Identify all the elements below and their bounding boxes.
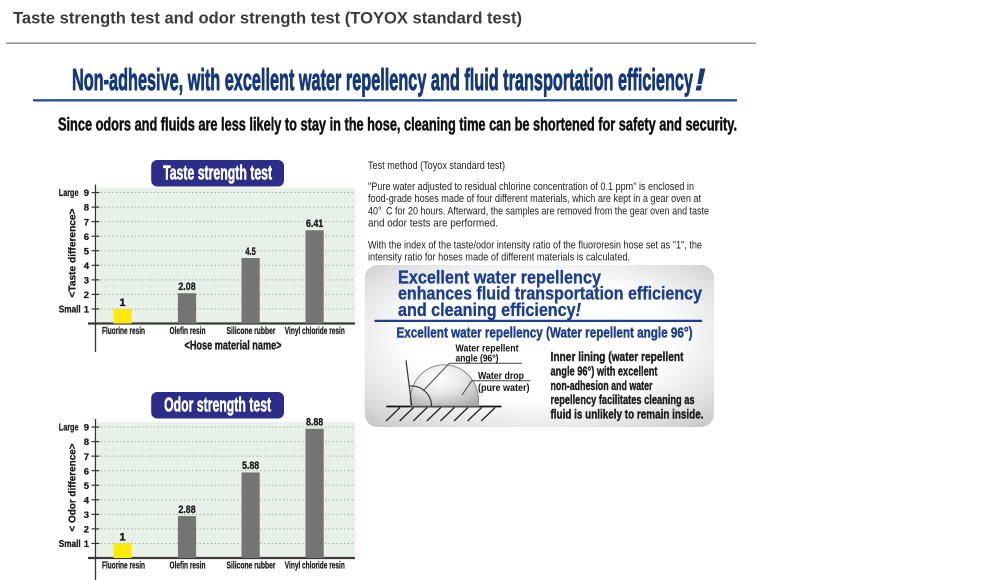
svg-text:2.08: 2.08 [178, 281, 195, 293]
svg-text:Inner lining (water repellent: Inner lining (water repellent [551, 349, 685, 364]
svg-text:2: 2 [84, 290, 89, 301]
svg-text:Excellent water repellency: Excellent water repellency [398, 266, 602, 287]
svg-text:non-adhesion and water: non-adhesion and water [551, 378, 653, 393]
svg-text:Taste strength test: Taste strength test [163, 163, 272, 185]
svg-text:3: 3 [84, 275, 89, 286]
svg-text:1: 1 [119, 531, 125, 543]
svg-text:4: 4 [84, 495, 90, 506]
svg-text:Test method (Toyox standard te: Test method (Toyox standard test) [368, 160, 505, 172]
svg-text:5.88: 5.88 [242, 460, 259, 472]
svg-text:2.88: 2.88 [178, 504, 195, 516]
svg-text:4: 4 [84, 261, 90, 272]
svg-text:1: 1 [84, 305, 90, 316]
svg-text:Non-adhesive, with excellent w: Non-adhesive, with excellent water repel… [72, 62, 693, 97]
svg-text:Small: Small [59, 304, 81, 315]
svg-text:5: 5 [84, 246, 90, 257]
svg-text:and odor tests are performed.: and odor tests are performed. [368, 218, 498, 230]
svg-text:With the index of the taste/od: With the index of the taste/odor intensi… [368, 239, 702, 251]
svg-text:Taste strength test and odor s: Taste strength test and odor strength te… [13, 9, 522, 28]
svg-text:4.5: 4.5 [245, 246, 255, 258]
svg-text:Silicone rubber: Silicone rubber [227, 326, 276, 337]
svg-text:fluid is unlikely to remain in: fluid is unlikely to remain inside. [551, 407, 704, 422]
svg-text:9: 9 [84, 188, 89, 199]
svg-text:intensity ratio for hoses made: intensity ratio for hoses made of differ… [368, 252, 630, 264]
svg-text:and cleaning efficiency!: and cleaning efficiency! [398, 299, 581, 320]
svg-text:8: 8 [84, 437, 89, 448]
svg-text:repellency facilitates cleanin: repellency facilitates cleaning as [551, 392, 695, 407]
svg-text:Fluorine resin: Fluorine resin [102, 326, 145, 337]
svg-text:angle (96°): angle (96°) [456, 353, 499, 365]
svg-text:9: 9 [84, 423, 89, 434]
svg-text:!: ! [695, 62, 705, 97]
svg-text:Silicone rubber: Silicone rubber [227, 561, 276, 572]
svg-text:Large: Large [59, 422, 79, 433]
svg-text:<Hose material name>: <Hose material name> [185, 339, 282, 353]
svg-text:1: 1 [84, 539, 90, 550]
svg-text:enhances fluid transportation: enhances fluid transportation efficiency [398, 283, 703, 304]
svg-text:8: 8 [84, 203, 89, 214]
svg-text:Olefin resin: Olefin resin [170, 326, 206, 337]
svg-text:8.88: 8.88 [306, 417, 323, 429]
svg-text:7: 7 [84, 217, 89, 228]
svg-text:Odor strength test: Odor strength test [164, 395, 271, 417]
svg-text:Excellent water repellency (Wa: Excellent water repellency (Water repell… [397, 325, 693, 342]
svg-text:Olefin resin: Olefin resin [170, 561, 206, 572]
svg-text:6: 6 [84, 232, 89, 243]
svg-text:Fluorine resin: Fluorine resin [102, 561, 145, 572]
svg-text:40° C for 20 hours. Afterward,: 40° C for 20 hours. Afterward, the sampl… [368, 205, 709, 217]
svg-text:Water repellent: Water repellent [456, 343, 519, 355]
svg-text:6.41: 6.41 [306, 218, 323, 230]
svg-text:food-grade hoses made of four: food-grade hoses made of four different … [368, 193, 701, 205]
svg-text:1: 1 [119, 297, 125, 309]
svg-text:3: 3 [84, 510, 89, 521]
svg-text:7: 7 [84, 452, 89, 463]
svg-text:Vinyl chloride resin: Vinyl chloride resin [285, 561, 345, 572]
svg-text:(pure water): (pure water) [478, 382, 530, 394]
svg-text:Vinyl chloride resin: Vinyl chloride resin [285, 326, 345, 337]
svg-text:2: 2 [84, 525, 89, 536]
svg-text:angle 96°) with excellent: angle 96°) with excellent [551, 363, 658, 378]
svg-text:"Pure water adjusted to residu: "Pure water adjusted to residual chlorin… [368, 181, 694, 193]
svg-text:5: 5 [84, 481, 90, 492]
svg-text:< Odor difference>: < Odor difference> [67, 443, 78, 531]
svg-text:Large: Large [59, 188, 79, 199]
svg-text:<Taste difference>: <Taste difference> [67, 208, 78, 297]
svg-text:Water drop: Water drop [478, 370, 524, 382]
svg-text:Since odors and fluids are les: Since odors and fluids are less likely t… [58, 115, 737, 135]
svg-text:Small: Small [59, 539, 81, 550]
svg-text:6: 6 [84, 466, 89, 477]
